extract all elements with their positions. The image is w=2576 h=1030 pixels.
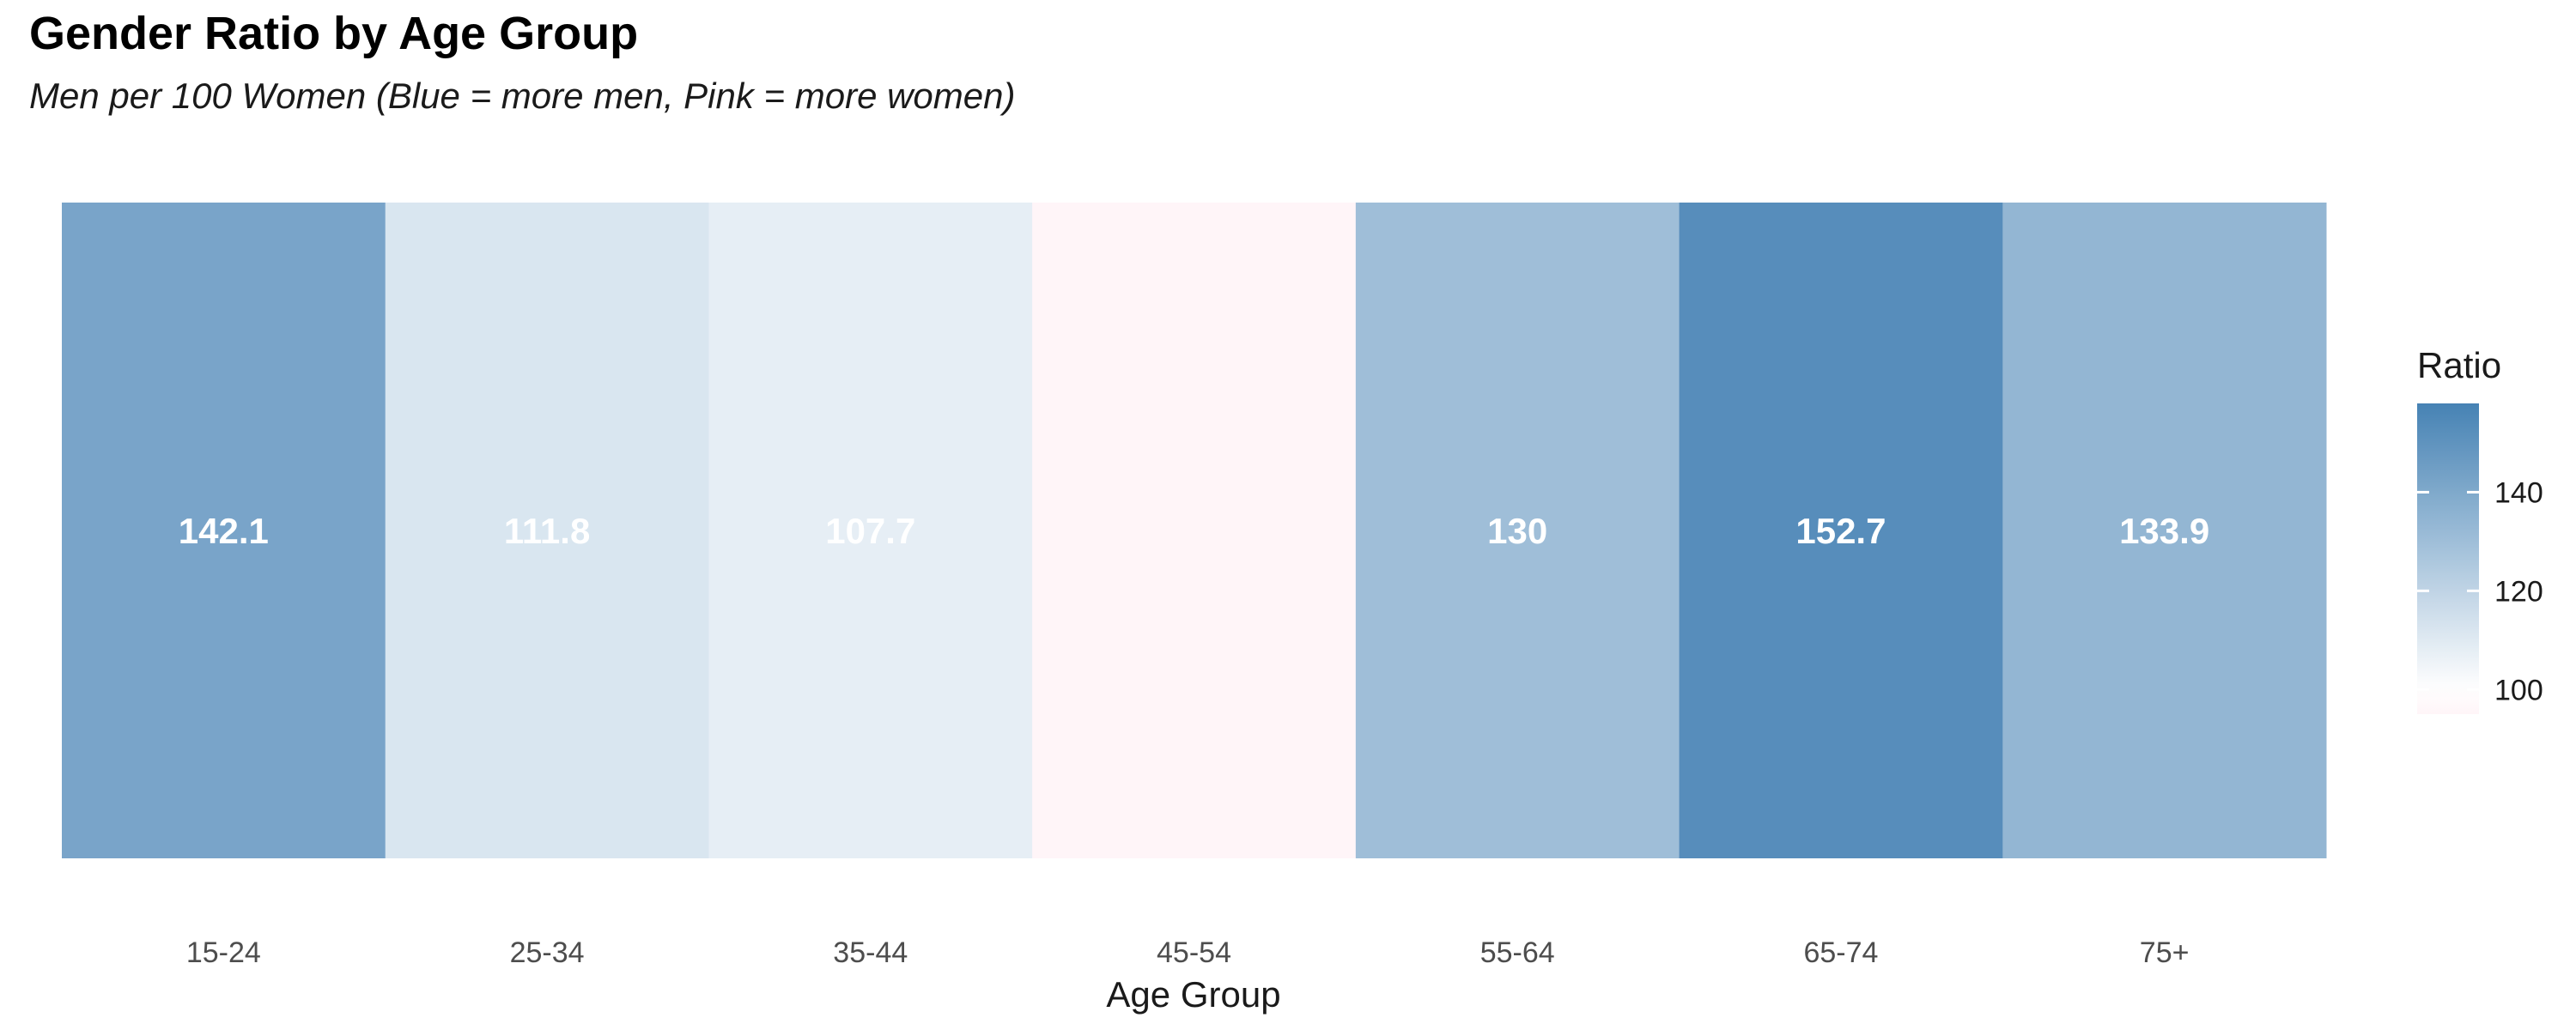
tile-value-label: 111.8 [504,511,590,551]
legend: Ratio 100 120 140 [2417,345,2543,714]
legend-ticks: 100 120 140 [2417,476,2543,706]
x-tick-label: 35-44 [833,936,908,969]
legend-title: Ratio [2417,345,2501,385]
chart-subtitle: Men per 100 Women (Blue = more men, Pink… [29,76,1016,116]
x-tick-label: 45-54 [1157,936,1231,969]
tile-15-24 [62,203,386,858]
tile-45-54 [1032,203,1357,858]
x-tick-label: 65-74 [1803,936,1878,969]
x-axis-label: Age Group [1106,974,1280,1015]
tile-25-34 [385,203,709,858]
legend-colorbar [2417,403,2479,714]
tile-value-label: 152.7 [1795,511,1886,551]
tile-55-64 [1355,203,1680,858]
chart-title: Gender Ratio by Age Group [29,8,639,59]
x-tick-label: 75+ [2140,936,2190,969]
legend-tick-label: 120 [2494,575,2543,608]
legend-tick-label: 140 [2494,476,2543,509]
tile-value-label: 142.1 [179,511,269,551]
x-tick-label: 25-34 [510,936,585,969]
tile-35-44 [708,203,1033,858]
legend-tick-label: 100 [2494,674,2543,706]
tile-value-label: 107.7 [825,511,915,551]
tile-65-74 [1679,203,2003,858]
heatmap-tiles [62,203,2327,858]
tile-value-label: 133.9 [2119,511,2209,551]
x-axis-tick-labels: 15-24 25-34 35-44 45-54 55-64 65-74 75+ [186,936,2190,969]
tile-labels: 142.1 111.8 107.7 130 152.7 133.9 [179,511,2209,551]
x-tick-label: 55-64 [1480,936,1555,969]
x-tick-label: 15-24 [186,936,261,969]
tile-value-label: 130 [1487,511,1547,551]
tile-75+ [2002,203,2327,858]
